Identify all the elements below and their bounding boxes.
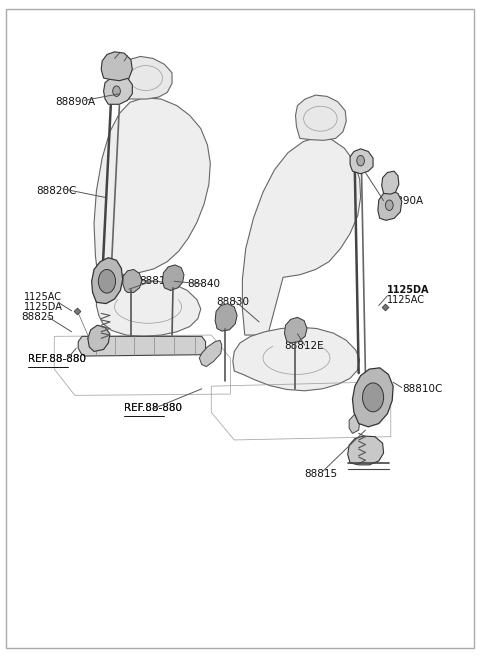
Polygon shape xyxy=(382,171,399,194)
Polygon shape xyxy=(349,414,360,434)
Polygon shape xyxy=(88,325,110,351)
Polygon shape xyxy=(123,269,142,292)
Circle shape xyxy=(113,86,120,97)
Text: REF.88-880: REF.88-880 xyxy=(124,403,182,413)
Text: 1125DA: 1125DA xyxy=(24,302,62,312)
Polygon shape xyxy=(352,368,393,427)
Circle shape xyxy=(385,200,393,210)
Polygon shape xyxy=(285,317,307,343)
Text: REF.88-880: REF.88-880 xyxy=(28,354,86,365)
Text: REF.88-880: REF.88-880 xyxy=(28,354,86,365)
Polygon shape xyxy=(296,95,346,141)
Polygon shape xyxy=(350,149,373,173)
Polygon shape xyxy=(101,52,132,81)
Text: 88890A: 88890A xyxy=(56,97,96,107)
Text: 1125AC: 1125AC xyxy=(24,292,61,302)
Polygon shape xyxy=(92,258,123,304)
Circle shape xyxy=(362,383,384,412)
Polygon shape xyxy=(378,191,402,220)
Polygon shape xyxy=(348,436,384,465)
Circle shape xyxy=(98,269,116,293)
Polygon shape xyxy=(162,265,184,290)
Text: 88815: 88815 xyxy=(305,469,338,479)
Polygon shape xyxy=(242,137,360,335)
Polygon shape xyxy=(104,76,132,104)
Text: 88812E: 88812E xyxy=(284,341,324,351)
Circle shape xyxy=(357,156,364,166)
Text: 88890A: 88890A xyxy=(384,196,424,206)
Polygon shape xyxy=(233,327,360,391)
Text: 88840: 88840 xyxy=(187,279,220,289)
Text: 1125AC: 1125AC xyxy=(387,295,425,306)
Text: 88830: 88830 xyxy=(216,297,249,307)
Text: 88810C: 88810C xyxy=(402,384,442,394)
Polygon shape xyxy=(120,57,172,99)
Text: 88825: 88825 xyxy=(21,311,54,322)
Text: 1125DA: 1125DA xyxy=(387,286,430,296)
Polygon shape xyxy=(215,304,237,331)
Polygon shape xyxy=(78,336,205,356)
Text: 88812E: 88812E xyxy=(140,276,179,286)
Polygon shape xyxy=(94,98,210,283)
Polygon shape xyxy=(199,340,222,367)
Polygon shape xyxy=(96,281,201,336)
Text: 88820C: 88820C xyxy=(36,186,77,196)
Text: REF.88-880: REF.88-880 xyxy=(124,403,182,413)
